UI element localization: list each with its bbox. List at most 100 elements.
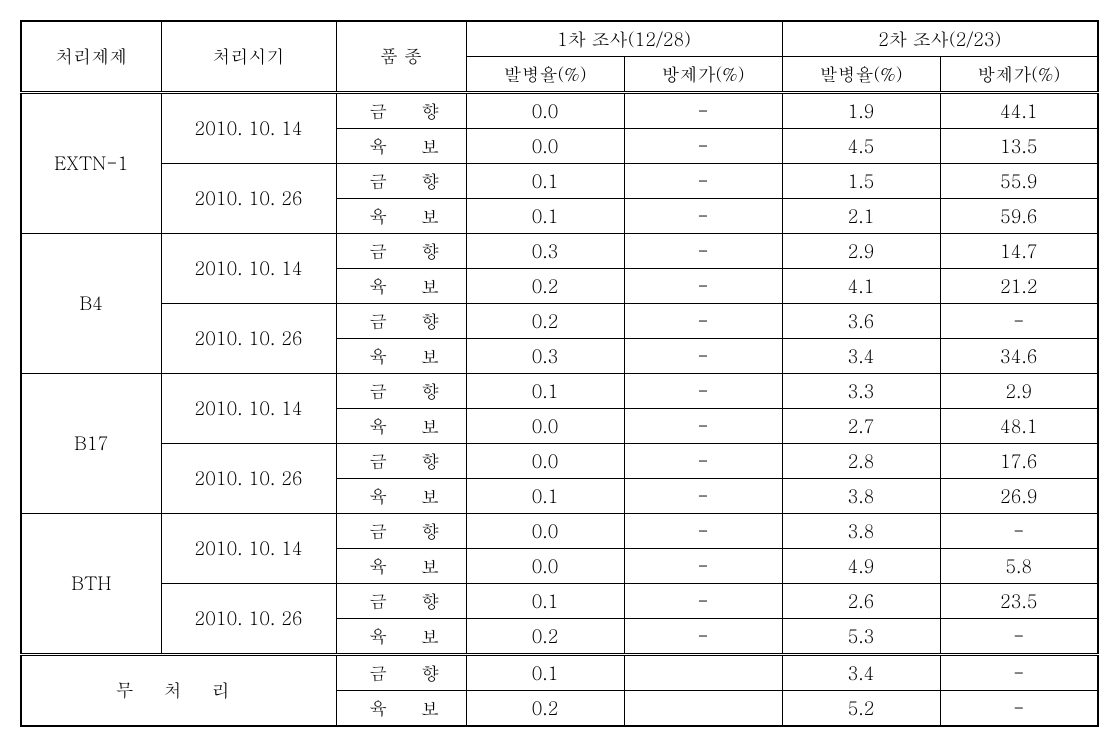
data-cell: 13.5 xyxy=(940,129,1098,164)
timing-cell: 2010. 10. 26 xyxy=(161,164,336,234)
data-cell: 2.8 xyxy=(782,444,940,479)
data-cell: - xyxy=(624,269,782,304)
data-cell xyxy=(624,655,782,691)
data-cell: 14.7 xyxy=(940,234,1098,269)
variety-cell: 금 향 xyxy=(336,444,466,479)
timing-cell: 2010. 10. 14 xyxy=(161,374,336,444)
table-row: 2010. 10. 26 금 향 0.1 - 2.6 23.5 xyxy=(21,584,1098,619)
data-cell: 1.9 xyxy=(782,93,940,129)
data-cell: 0.0 xyxy=(466,514,624,549)
treatment-cell: BTH xyxy=(21,514,161,655)
variety-cell: 육 보 xyxy=(336,339,466,374)
timing-cell: 2010. 10. 14 xyxy=(161,234,336,304)
variety-cell: 금 향 xyxy=(336,374,466,409)
data-cell: - xyxy=(624,374,782,409)
data-cell: - xyxy=(624,339,782,374)
treatment-cell: B4 xyxy=(21,234,161,374)
data-cell: 0.1 xyxy=(466,479,624,514)
data-cell: 5.8 xyxy=(940,549,1098,584)
untreated-cell: 무 처 리 xyxy=(21,655,336,727)
data-cell: 5.3 xyxy=(782,619,940,655)
data-cell: 3.8 xyxy=(782,514,940,549)
experiment-table: 처리제제 처리시기 품 종 1차 조사(12/28) 2차 조사(2/23) 발… xyxy=(20,20,1099,727)
data-cell: 44.1 xyxy=(940,93,1098,129)
variety-cell: 금 향 xyxy=(336,514,466,549)
data-cell: 3.8 xyxy=(782,479,940,514)
data-cell: - xyxy=(624,164,782,199)
table-row: B4 2010. 10. 14 금 향 0.3 - 2.9 14.7 xyxy=(21,234,1098,269)
data-cell: 17.6 xyxy=(940,444,1098,479)
data-cell xyxy=(624,691,782,727)
data-cell: 34.6 xyxy=(940,339,1098,374)
data-cell: 0.1 xyxy=(466,164,624,199)
timing-cell: 2010. 10. 26 xyxy=(161,304,336,374)
variety-cell: 육 보 xyxy=(336,549,466,584)
header-row-1: 처리제제 처리시기 품 종 1차 조사(12/28) 2차 조사(2/23) xyxy=(21,21,1098,57)
variety-cell: 육 보 xyxy=(336,479,466,514)
data-cell: 0.0 xyxy=(466,129,624,164)
data-cell: 2.1 xyxy=(782,199,940,234)
data-cell: - xyxy=(624,444,782,479)
data-cell: 0.0 xyxy=(466,549,624,584)
variety-cell: 금 향 xyxy=(336,164,466,199)
data-cell: 23.5 xyxy=(940,584,1098,619)
variety-cell: 금 향 xyxy=(336,584,466,619)
table-row: B17 2010. 10. 14 금 향 0.1 - 3.3 2.9 xyxy=(21,374,1098,409)
timing-cell: 2010. 10. 26 xyxy=(161,444,336,514)
data-cell: - xyxy=(624,93,782,129)
data-cell: 0.2 xyxy=(466,304,624,339)
col-survey1: 1차 조사(12/28) xyxy=(466,21,782,57)
table-row: 무 처 리 금 향 0.1 3.4 - xyxy=(21,655,1098,691)
data-cell: 3.6 xyxy=(782,304,940,339)
col-s2-incidence: 발병율(%) xyxy=(782,57,940,93)
data-cell: 59.6 xyxy=(940,199,1098,234)
data-cell: 0.3 xyxy=(466,234,624,269)
timing-cell: 2010. 10. 14 xyxy=(161,514,336,584)
data-cell: - xyxy=(940,514,1098,549)
data-cell: - xyxy=(624,199,782,234)
data-cell: - xyxy=(624,549,782,584)
data-cell: 0.1 xyxy=(466,199,624,234)
data-cell: 4.1 xyxy=(782,269,940,304)
data-cell: - xyxy=(624,234,782,269)
col-variety: 품 종 xyxy=(336,21,466,93)
col-treatment: 처리제제 xyxy=(21,21,161,93)
data-cell: - xyxy=(624,514,782,549)
variety-cell: 금 향 xyxy=(336,234,466,269)
data-cell: - xyxy=(624,479,782,514)
col-survey2: 2차 조사(2/23) xyxy=(782,21,1098,57)
col-s1-incidence: 발병율(%) xyxy=(466,57,624,93)
data-cell: 0.2 xyxy=(466,619,624,655)
data-cell: 2.6 xyxy=(782,584,940,619)
data-cell: 26.9 xyxy=(940,479,1098,514)
table-row: BTH 2010. 10. 14 금 향 0.0 - 3.8 - xyxy=(21,514,1098,549)
data-cell: 2.7 xyxy=(782,409,940,444)
data-cell: 1.5 xyxy=(782,164,940,199)
data-cell: 21.2 xyxy=(940,269,1098,304)
data-cell: 3.3 xyxy=(782,374,940,409)
data-cell: 0.0 xyxy=(466,444,624,479)
timing-cell: 2010. 10. 26 xyxy=(161,584,336,655)
data-cell: 0.3 xyxy=(466,339,624,374)
col-s1-control: 방제가(%) xyxy=(624,57,782,93)
data-cell: 0.1 xyxy=(466,655,624,691)
data-cell: 3.4 xyxy=(782,339,940,374)
variety-cell: 육 보 xyxy=(336,691,466,727)
col-s2-control: 방제가(%) xyxy=(940,57,1098,93)
variety-cell: 육 보 xyxy=(336,619,466,655)
data-cell: 0.2 xyxy=(466,269,624,304)
data-cell: - xyxy=(624,619,782,655)
data-cell: - xyxy=(624,304,782,339)
data-cell: 0.2 xyxy=(466,691,624,727)
data-cell: 4.5 xyxy=(782,129,940,164)
treatment-cell: EXTN-1 xyxy=(21,93,161,234)
data-cell: - xyxy=(940,655,1098,691)
data-cell: 0.1 xyxy=(466,584,624,619)
data-cell: 0.1 xyxy=(466,374,624,409)
data-cell: - xyxy=(940,304,1098,339)
col-timing: 처리시기 xyxy=(161,21,336,93)
data-cell: - xyxy=(940,691,1098,727)
variety-cell: 육 보 xyxy=(336,129,466,164)
variety-cell: 금 향 xyxy=(336,304,466,339)
data-cell: 5.2 xyxy=(782,691,940,727)
